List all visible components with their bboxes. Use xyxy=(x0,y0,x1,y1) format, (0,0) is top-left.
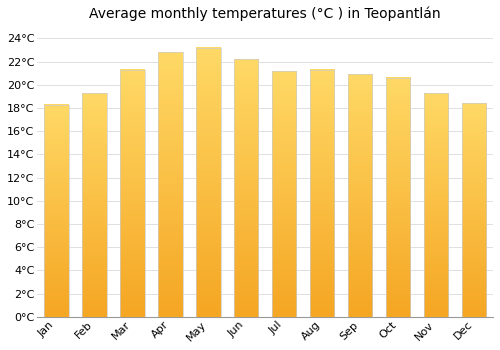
Bar xyxy=(82,93,106,317)
Bar xyxy=(120,70,144,317)
Bar xyxy=(348,74,372,317)
Bar xyxy=(234,59,258,317)
Bar xyxy=(196,48,220,317)
Bar xyxy=(44,105,68,317)
Title: Average monthly temperatures (°C ) in Teopantlán: Average monthly temperatures (°C ) in Te… xyxy=(90,7,441,21)
Bar xyxy=(424,93,448,317)
Bar xyxy=(462,103,486,317)
Bar xyxy=(272,71,296,317)
Bar xyxy=(158,52,182,317)
Bar xyxy=(386,78,410,317)
Bar xyxy=(310,70,334,317)
